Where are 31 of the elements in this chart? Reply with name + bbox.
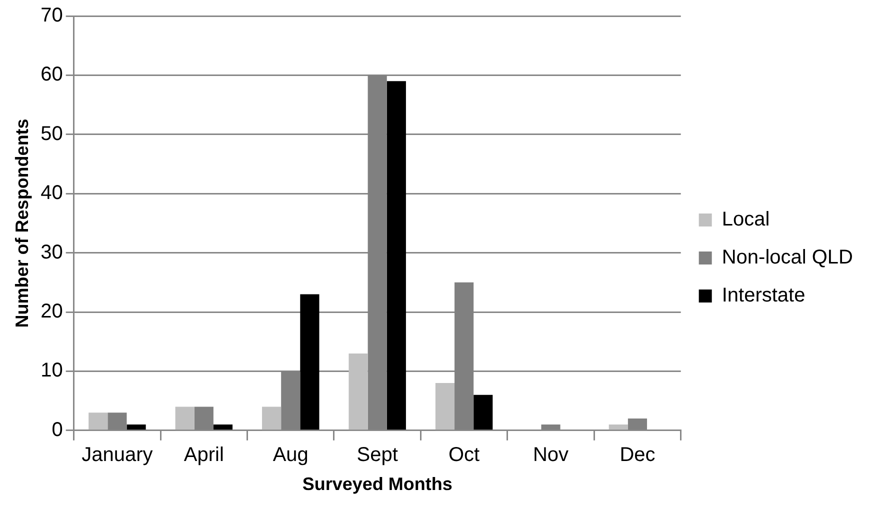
x-tick-label: Sept	[356, 444, 398, 466]
y-tick-label: 20	[40, 300, 63, 323]
legend-label: Local	[722, 208, 770, 231]
bar	[300, 294, 320, 430]
x-axis-title: Surveyed Months	[302, 474, 452, 494]
bar	[262, 406, 282, 430]
x-tick-label: Dec	[620, 444, 656, 466]
bar	[435, 383, 455, 430]
x-tick-label: January	[82, 444, 153, 466]
bar	[348, 353, 368, 430]
bar	[175, 406, 194, 430]
y-tick-label: 70	[40, 4, 63, 27]
y-tick-label: 30	[40, 241, 63, 264]
bar	[474, 394, 493, 430]
x-tick-label: Oct	[448, 444, 480, 466]
legend-label: Non-local QLD	[722, 246, 854, 269]
y-axis-title: Number of Respondents	[12, 118, 32, 328]
x-tick-label: Nov	[532, 444, 569, 466]
y-tick-label: 0	[52, 418, 63, 441]
y-tick-label: 10	[40, 360, 63, 382]
bar	[126, 424, 146, 430]
legend-label: Interstate	[722, 284, 806, 307]
y-tick-label: 50	[40, 122, 63, 145]
x-tick-label: Aug	[272, 444, 308, 466]
y-tick-label: 40	[40, 182, 63, 204]
bar	[386, 81, 406, 430]
bar	[88, 412, 108, 430]
x-tick-label: April	[184, 444, 224, 466]
bar	[213, 424, 233, 430]
y-tick-label: 60	[40, 64, 63, 86]
bar	[608, 424, 628, 430]
